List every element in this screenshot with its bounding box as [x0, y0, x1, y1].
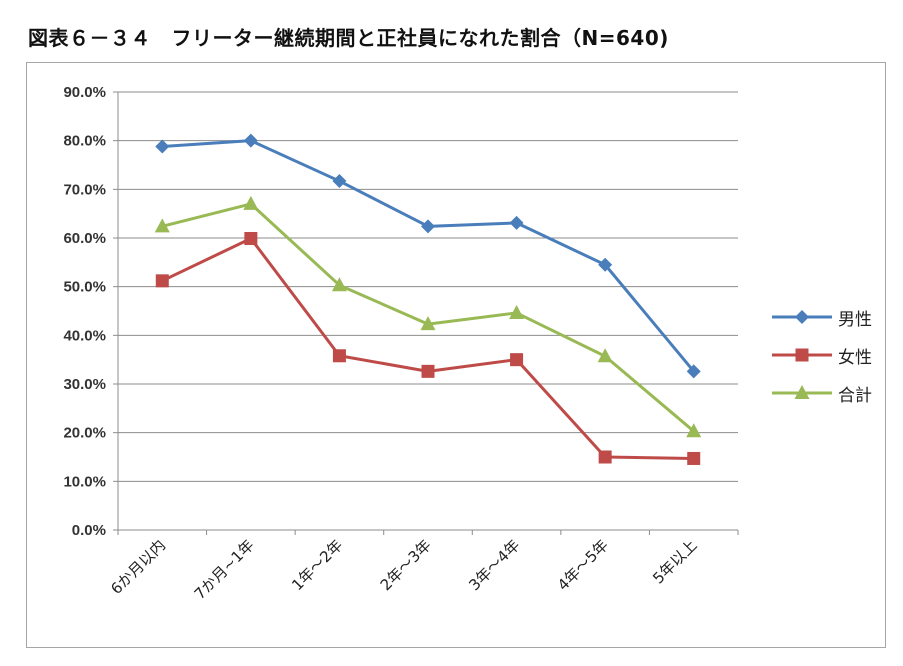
legend-swatch	[772, 385, 832, 399]
data-point	[598, 257, 613, 272]
x-tick-label: 4年～5年	[554, 536, 612, 594]
x-tick-label: 2年～3年	[377, 536, 435, 594]
series-markers	[154, 133, 702, 465]
legend-item: 合計	[772, 374, 872, 412]
data-point	[420, 316, 436, 331]
legend: 男性 女性 合計	[772, 298, 872, 412]
data-point	[597, 348, 613, 363]
legend-swatch	[772, 310, 832, 324]
y-tick-label: 70.0%	[63, 181, 106, 198]
y-tick-label: 30.0%	[63, 376, 106, 393]
data-point	[331, 277, 347, 292]
data-point	[686, 364, 701, 379]
series-lines	[161, 139, 695, 460]
legend-label: 男性	[838, 309, 872, 330]
chart-frame	[26, 62, 886, 648]
data-point	[332, 349, 346, 363]
axes: 0.0% 10.0% 20.0% 30.0% 40.0% 50.0% 60.0% 70.0% 8…	[63, 84, 739, 603]
legend-label: 合計	[838, 385, 872, 406]
data-point	[687, 451, 701, 465]
legend-swatch	[772, 348, 832, 362]
data-point	[509, 215, 524, 230]
x-tick-label: 7か月~1年	[191, 536, 258, 603]
y-tick-label: 80.0%	[63, 133, 106, 150]
y-tick-label: 20.0%	[63, 425, 106, 442]
x-tick-label: 1年～2年	[288, 536, 346, 594]
data-point	[510, 353, 524, 367]
gridlines	[118, 91, 738, 482]
data-point	[243, 195, 259, 210]
legend-label: 女性	[838, 347, 872, 368]
data-point	[686, 423, 702, 438]
data-point	[155, 274, 169, 288]
data-point	[421, 219, 435, 234]
legend-item: 女性	[772, 336, 872, 374]
data-point	[244, 231, 258, 245]
chart-title: 図表６－３４ フリーター継続期間と正社員になれた割合（N=640)	[28, 26, 669, 50]
legend-item: 男性	[772, 298, 872, 336]
data-point	[332, 174, 347, 189]
y-tick-label: 40.0%	[63, 327, 106, 344]
series-line-1	[162, 139, 695, 373]
data-point	[243, 133, 258, 148]
y-tick-label: 10.0%	[63, 473, 106, 490]
series-line-2	[161, 236, 694, 460]
y-tick-label: 60.0%	[63, 230, 106, 247]
x-tick-label: 5年以上	[649, 536, 700, 587]
y-tick-label: 0.0%	[72, 522, 106, 539]
y-tick-label: 50.0%	[63, 279, 106, 296]
x-tick-label: 6か月以内	[107, 536, 169, 598]
data-point	[154, 218, 170, 233]
data-point	[598, 450, 612, 464]
x-tick-label: 3年～4年	[465, 536, 523, 594]
data-point	[509, 304, 525, 319]
data-point	[421, 364, 435, 378]
data-point	[155, 139, 170, 154]
y-tick-label: 90.0%	[63, 84, 106, 101]
